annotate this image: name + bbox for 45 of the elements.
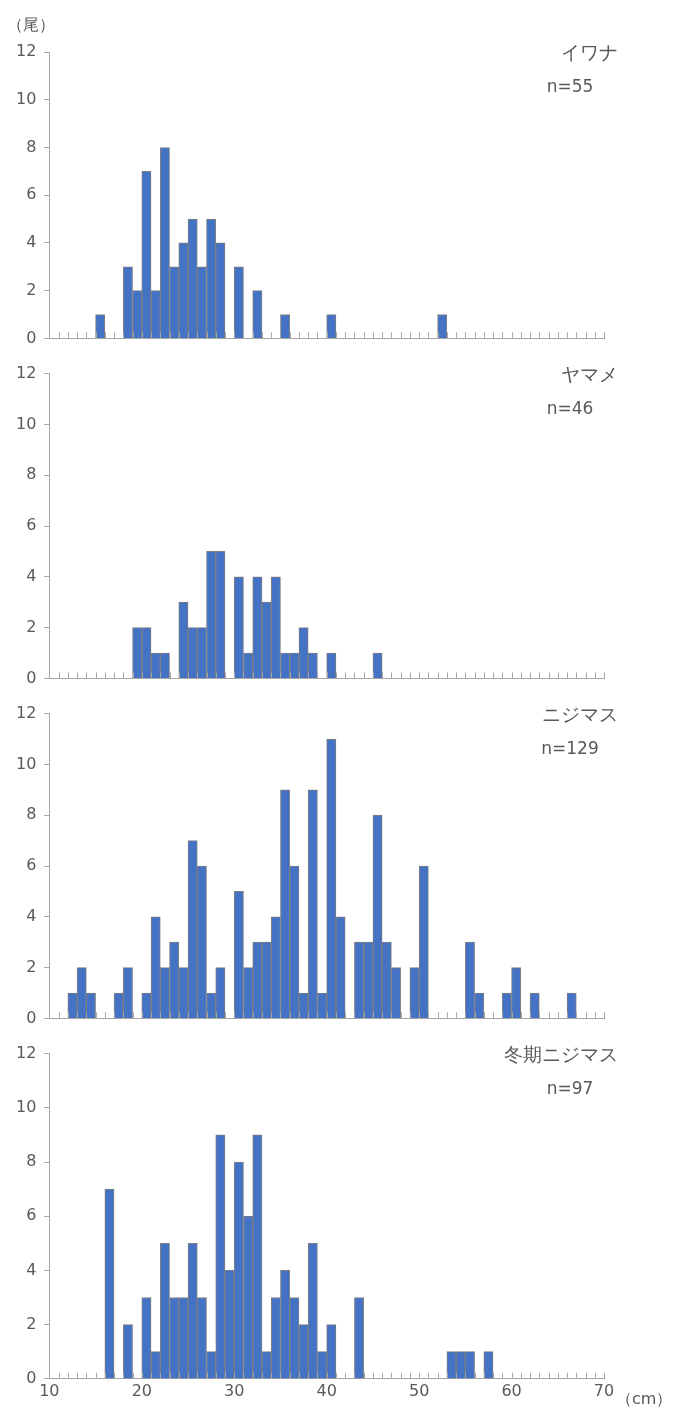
text: n=55 (546, 76, 594, 97)
y-tick-label: 12 (16, 1042, 37, 1062)
y-tick-label: 0 (26, 667, 37, 687)
chart-title: イワナ (561, 40, 618, 63)
y-tick-label: 2 (26, 956, 37, 976)
y-tick-label: 6 (26, 1205, 37, 1225)
y-tick-label: 12 (16, 702, 37, 722)
text: n=46 (546, 398, 594, 419)
y-tick-label: 12 (16, 362, 37, 382)
y-tick-label: 0 (26, 1007, 37, 1027)
y-tick-label: 6 (26, 515, 37, 535)
y-tick-label: 8 (26, 136, 37, 156)
y-tick-label: 10 (16, 413, 37, 433)
y-tick-label: 12 (16, 41, 37, 61)
x-tick-label: 30 (224, 1380, 245, 1400)
y-tick-label: 10 (16, 88, 37, 108)
y-tick-label: 4 (26, 232, 37, 252)
y-tick-label: 4 (26, 1259, 37, 1279)
x-tick-label: 10 (39, 1380, 60, 1400)
y-tick-label: 8 (26, 464, 37, 484)
y-tick-label: 2 (26, 1313, 37, 1333)
y-tick-label: 4 (26, 565, 37, 585)
y-tick-label: 2 (26, 279, 37, 299)
y-tick-label: 4 (26, 905, 37, 925)
x-tick-label: 70 (593, 1380, 615, 1400)
chart-title: 冬期ニジマス (504, 1042, 618, 1065)
chart-title: ヤマメ (561, 362, 618, 385)
y-tick-label: 6 (26, 184, 37, 204)
x-axis-title: （cm） (616, 1388, 673, 1408)
y-tick-label: 6 (26, 855, 37, 875)
y-tick-label: 0 (26, 1367, 37, 1387)
y-axis-title: （尾） (7, 15, 56, 35)
x-tick-label: 20 (131, 1380, 152, 1400)
text: n=97 (546, 1078, 594, 1099)
x-tick-label: 50 (408, 1380, 430, 1400)
y-tick-label: 10 (16, 753, 37, 773)
chart-title: ニジマス (542, 702, 618, 725)
text: n=129 (541, 738, 599, 759)
y-tick-label: 10 (16, 1096, 37, 1116)
y-tick-label: 0 (26, 327, 37, 347)
x-tick-label: 60 (501, 1380, 522, 1400)
x-tick-label: 40 (316, 1380, 337, 1400)
y-tick-label: 8 (26, 804, 37, 824)
y-tick-label: 8 (26, 1151, 37, 1171)
y-tick-label: 2 (26, 616, 37, 636)
